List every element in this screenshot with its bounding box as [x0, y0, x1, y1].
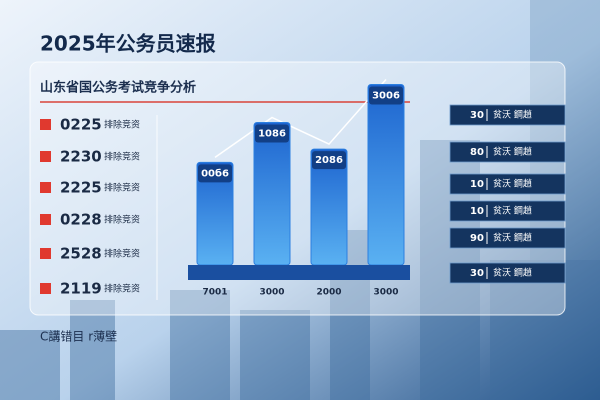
- x-tick-label: 2000: [316, 288, 341, 298]
- bar-label-box: [312, 151, 346, 170]
- bar-label: 3006: [372, 91, 400, 102]
- list-label: 排除竞资: [104, 214, 140, 226]
- list-value: 0225: [60, 116, 102, 134]
- list-value: 2225: [60, 179, 102, 197]
- bar-label-box: [255, 124, 289, 143]
- info-num: 30: [470, 268, 484, 279]
- list-label: 排除竞资: [104, 248, 140, 260]
- bar-label: 2086: [315, 155, 343, 166]
- subtitle: 山东省国公务考试竞争分析: [40, 80, 196, 96]
- bar-label: 1086: [258, 129, 286, 140]
- list-label: 排除竞资: [104, 283, 140, 295]
- info-row: [449, 262, 566, 284]
- info-row: [449, 200, 566, 222]
- bullet: [40, 283, 51, 294]
- bullet: [40, 119, 51, 130]
- info-row: [449, 104, 566, 126]
- bar: [367, 84, 405, 266]
- info-num: 80: [470, 147, 484, 158]
- bar-label: 00б6: [201, 167, 229, 179]
- info-row: [449, 227, 566, 249]
- info-text: 贫沃 鋼趙: [493, 109, 532, 121]
- x-tick-label: 3000: [259, 288, 284, 298]
- info-text: 贫沃 鋼趙: [493, 232, 532, 244]
- x-tick-label: 7001: [202, 288, 227, 298]
- base-bar: [188, 265, 410, 280]
- info-text: 贫沃 鋼趙: [493, 267, 532, 279]
- list-value: 2119: [60, 280, 102, 298]
- bar-label-box: [369, 86, 403, 105]
- list-value: 2230: [60, 148, 102, 166]
- trend-line: [214, 79, 387, 159]
- bar: [253, 122, 291, 266]
- info-text: 贫沃 鋼趙: [493, 178, 532, 190]
- list-label: 排除竞资: [104, 151, 140, 163]
- bullet: [40, 151, 51, 162]
- info-num: 90: [470, 233, 484, 244]
- x-tick-label: 3000: [373, 288, 398, 298]
- info-row: [449, 141, 566, 163]
- info-num: 10: [470, 179, 484, 190]
- bullet: [40, 248, 51, 259]
- info-num: 30: [470, 110, 484, 121]
- list-label: 排除竞资: [104, 119, 140, 131]
- info-num: 10: [470, 206, 484, 217]
- info-text: 贫沃 鋼趙: [493, 205, 532, 217]
- info-row: [449, 173, 566, 195]
- bullet: [40, 214, 51, 225]
- list-value: 0228: [60, 211, 102, 229]
- list-label: 排除竞资: [104, 182, 140, 194]
- title: 2025年公务员速报: [40, 32, 216, 56]
- list-value: 2528: [60, 245, 102, 263]
- info-text: 贫沃 鋼趙: [493, 146, 532, 158]
- bullet: [40, 182, 51, 193]
- bar-label-box: [198, 164, 232, 183]
- footer: C講错目 r薄壁: [40, 329, 117, 344]
